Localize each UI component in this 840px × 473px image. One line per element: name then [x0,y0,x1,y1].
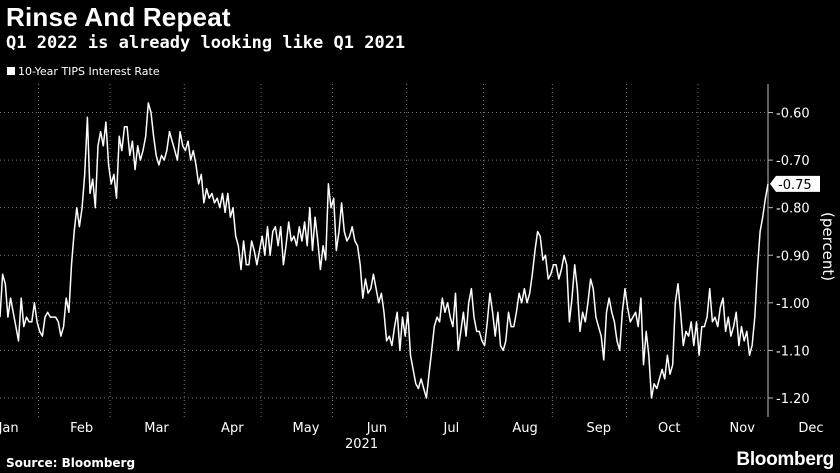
last-value-box [770,175,820,192]
y-tick-label: -1.00 [776,297,810,312]
last-value-label: -0.75 [778,178,812,193]
x-tick-label: Jun [366,421,387,436]
x-tick-label: Jul [443,421,460,436]
x-tick-label: Nov [730,421,756,436]
x-year-label: 2021 [345,437,378,452]
legend-swatch [7,67,15,75]
x-tick-label: Apr [221,421,244,436]
y-axis-label: (percent) [819,212,837,281]
x-tick-label: Dec [798,421,823,436]
x-tick-label: Sep [587,421,612,436]
x-tick-label: May [293,421,320,436]
chart-subtitle: Q1 2022 is already looking like Q1 2021 [6,33,406,53]
series-line [0,102,769,399]
source-note: Source: Bloomberg [6,456,136,470]
x-tick-label: Aug [512,421,537,436]
y-tick-label: -0.90 [776,249,810,264]
y-tick-label: -1.20 [776,392,810,407]
y-tick-label: -1.10 [776,344,810,359]
chart-title: Rinse And Repeat [6,2,231,32]
bloomberg-logo: Bloomberg [736,449,834,470]
legend: 10-Year TIPS Interest Rate [7,65,160,78]
y-tick-label: -0.70 [776,154,810,169]
y-tick-label: -0.60 [776,107,810,122]
x-tick-label: Jan [0,421,19,436]
y-tick-label: -0.80 [776,202,810,217]
x-tick-label: Feb [70,421,93,436]
x-tick-label: Mar [144,421,169,436]
x-tick-label: Oct [658,421,680,436]
legend-label: 10-Year TIPS Interest Rate [18,65,160,78]
